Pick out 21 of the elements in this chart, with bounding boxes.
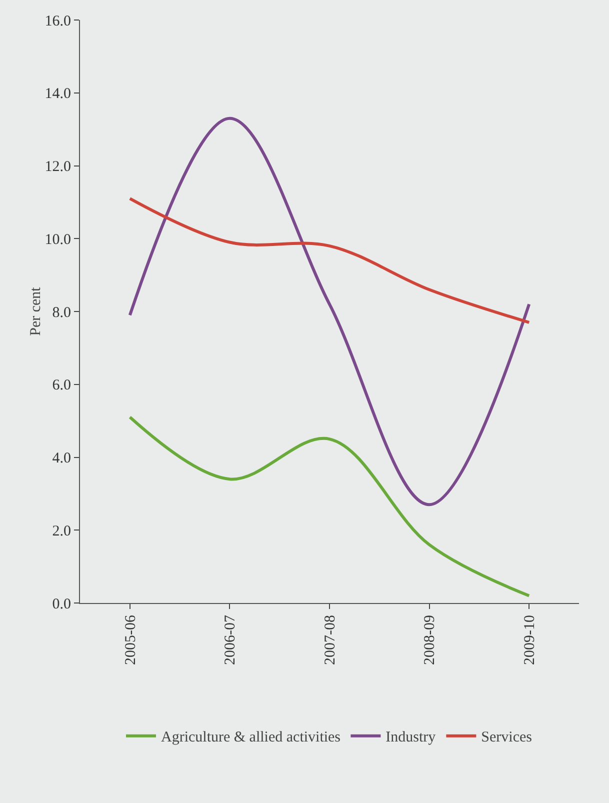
y-tick-label: 16.0 — [44, 13, 71, 30]
y-tick-label: 8.0 — [52, 304, 71, 321]
y-tick-label: 0.0 — [52, 596, 71, 612]
y-tick-label: 12.0 — [44, 159, 71, 175]
y-axis-title: Per cent — [28, 286, 44, 336]
legend-label: Industry — [386, 730, 436, 746]
line-series — [128, 116, 531, 506]
y-tick-label: 10.0 — [44, 232, 71, 248]
x-tick-label: 2009-10 — [522, 615, 538, 665]
x-tick-label: 2008-09 — [422, 615, 438, 665]
y-tick-label: 14.0 — [44, 86, 71, 102]
line-series — [128, 416, 531, 598]
y-tick-label: 4.0 — [52, 450, 71, 466]
y-tick-label: 6.0 — [52, 378, 71, 394]
line-series — [128, 197, 531, 324]
y-tick-label: 2.0 — [52, 523, 71, 540]
x-tick-label: 2005-06 — [122, 614, 139, 665]
x-tick-label: 2006-07 — [222, 614, 239, 665]
legend-label: Agriculture & allied activities — [161, 730, 341, 746]
legend-label: Services — [481, 730, 532, 746]
x-tick-label: 2007-08 — [322, 615, 338, 665]
